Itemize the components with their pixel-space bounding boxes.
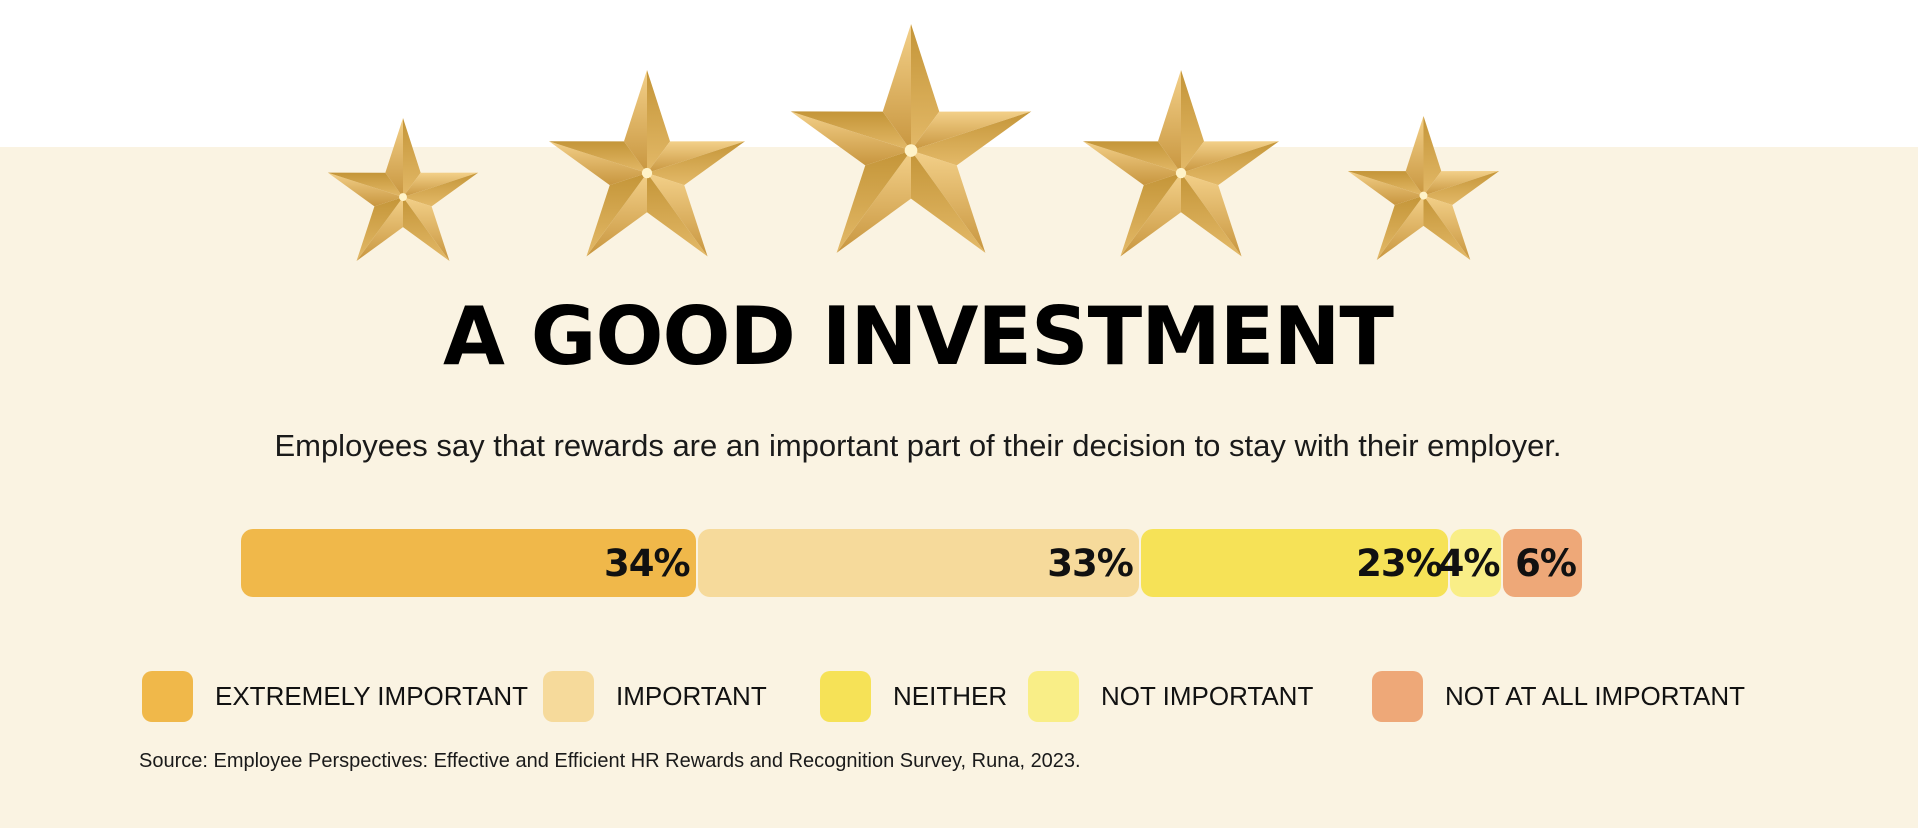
- legend-item: NEITHER: [820, 670, 1007, 722]
- data-label: 6%: [1515, 541, 1577, 585]
- star-decoration: [0, 0, 1918, 280]
- legend-label: EXTREMELY IMPORTANT: [215, 680, 529, 711]
- chart-legend: EXTREMELY IMPORTANT IMPORTANT NEITHER NOT I…: [0, 670, 1918, 722]
- bar-segment: 34%: [241, 529, 696, 597]
- page-subtitle: Employees say that rewards are an import…: [274, 428, 1562, 463]
- page-title: A GOOD INVESTMENT: [443, 290, 1394, 383]
- legend-item: EXTREMELY IMPORTANT: [142, 670, 528, 722]
- data-label: 23%: [1356, 541, 1443, 585]
- legend-label: NOT AT ALL IMPORTANT: [1445, 680, 1746, 711]
- star-icon: [323, 118, 483, 273]
- star-icon: [543, 70, 751, 272]
- legend-swatch: [820, 670, 871, 722]
- background-panel: [0, 147, 1918, 828]
- legend-item: IMPORTANT: [543, 670, 767, 722]
- bar-segment: 33%: [697, 529, 1139, 597]
- legend-swatch: [543, 670, 594, 722]
- bar-segment: 4%: [1439, 529, 1502, 597]
- legend-swatch: [1372, 670, 1423, 722]
- legend-item: NOT AT ALL IMPORTANT: [1372, 670, 1745, 722]
- data-label: 33%: [1047, 541, 1134, 585]
- bar-segment: 6%: [1503, 529, 1582, 597]
- star-icon: [782, 24, 1040, 272]
- source-note: Source: Employee Perspectives: Effective…: [139, 750, 1081, 772]
- legend-label: NOT IMPORTANT: [1101, 680, 1314, 711]
- stacked-bar-chart: 34% 33% 23% 4% 6%: [241, 529, 1584, 597]
- legend-swatch: [142, 670, 193, 722]
- star-icon: [1343, 116, 1504, 272]
- legend-label: NEITHER: [893, 680, 1008, 711]
- data-label: 4%: [1438, 541, 1501, 585]
- legend-swatch: [1028, 670, 1079, 722]
- bar-segment: 23%: [1140, 529, 1448, 597]
- star-icon: [1077, 70, 1285, 272]
- legend-item: NOT IMPORTANT: [1028, 670, 1313, 722]
- legend-label: IMPORTANT: [616, 680, 767, 711]
- data-label: 34%: [604, 541, 691, 585]
